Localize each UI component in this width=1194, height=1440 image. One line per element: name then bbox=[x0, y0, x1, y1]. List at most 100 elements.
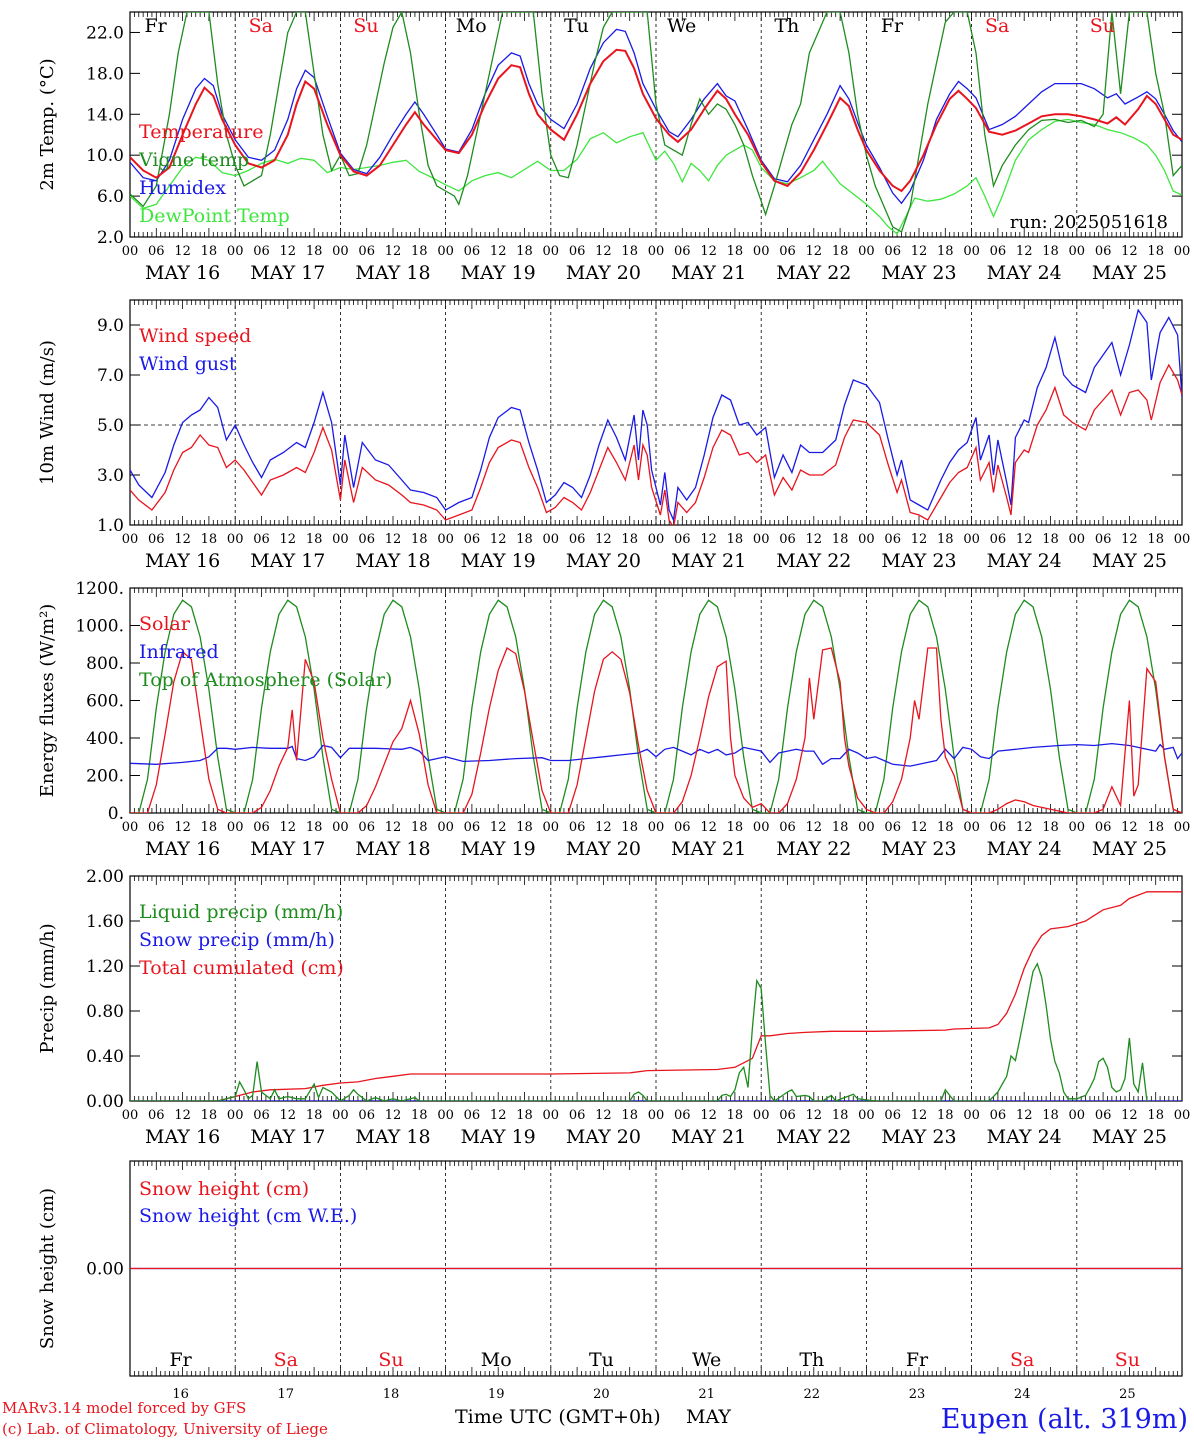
series-line-vigne-temp bbox=[130, 12, 1182, 233]
day-label: MAY 21 bbox=[671, 262, 746, 284]
legend-entry: Liquid precip (mm/h) bbox=[139, 901, 343, 923]
day-label: MAY 24 bbox=[987, 262, 1062, 284]
hour-label: 18 bbox=[201, 532, 218, 547]
hour-label: 12 bbox=[280, 532, 297, 547]
day-label: MAY 23 bbox=[881, 838, 956, 860]
day-number-label: 18 bbox=[383, 1387, 400, 1402]
hour-label: 12 bbox=[806, 532, 823, 547]
hour-label: 00 bbox=[753, 244, 770, 259]
legend-entry: Snow precip (mm/h) bbox=[139, 929, 335, 951]
series-line-temperature bbox=[130, 48, 1182, 193]
hour-label: 00 bbox=[1069, 532, 1086, 547]
hour-label: 18 bbox=[516, 820, 533, 835]
weekday-label: Fr bbox=[906, 1349, 929, 1371]
legend-entry: DewPoint Temp bbox=[139, 205, 290, 227]
y-tick-label: 3.0 bbox=[97, 466, 124, 486]
hour-label: 18 bbox=[201, 1108, 218, 1123]
day-label: MAY 25 bbox=[1092, 838, 1167, 860]
hour-label: 18 bbox=[937, 1108, 954, 1123]
hour-label: 18 bbox=[516, 532, 533, 547]
hour-label: 06 bbox=[569, 532, 586, 547]
hour-label: 18 bbox=[1042, 1108, 1059, 1123]
day-label: MAY 22 bbox=[776, 550, 851, 572]
day-label: MAY 17 bbox=[250, 262, 325, 284]
hour-label: 06 bbox=[990, 244, 1007, 259]
y-tick-label: 7.0 bbox=[97, 366, 124, 386]
day-label: MAY 19 bbox=[461, 262, 536, 284]
day-label: MAY 24 bbox=[987, 550, 1062, 572]
hour-label: 00 bbox=[543, 532, 560, 547]
series-group bbox=[130, 12, 1182, 235]
hour-label: 12 bbox=[1121, 532, 1138, 547]
hour-label: 12 bbox=[280, 1108, 297, 1123]
day-label: MAY 23 bbox=[881, 262, 956, 284]
hour-label: 06 bbox=[253, 532, 270, 547]
hour-label: 00 bbox=[332, 1108, 349, 1123]
day-label: MAY 23 bbox=[881, 1126, 956, 1148]
day-label: MAY 22 bbox=[776, 1126, 851, 1148]
day-label: MAY 21 bbox=[671, 838, 746, 860]
legend-entry: Infrared bbox=[139, 641, 219, 663]
hour-label: 18 bbox=[1042, 244, 1059, 259]
hour-label: 06 bbox=[884, 244, 901, 259]
hour-label: 00 bbox=[122, 1108, 139, 1123]
hour-label: 12 bbox=[174, 1108, 191, 1123]
legend-entry: Temperature bbox=[139, 121, 263, 143]
weekday-label: Mo bbox=[456, 15, 487, 37]
weekday-label: Fr bbox=[144, 15, 167, 37]
hour-label: 18 bbox=[937, 820, 954, 835]
weekday-label: Fr bbox=[881, 15, 904, 37]
legend-entry: Wind gust bbox=[139, 353, 237, 375]
hour-label: 18 bbox=[621, 244, 638, 259]
hour-label: 00 bbox=[1069, 1108, 1086, 1123]
hour-label: 18 bbox=[621, 1108, 638, 1123]
legend-entry: Wind speed bbox=[139, 325, 251, 347]
day-label: MAY 19 bbox=[461, 550, 536, 572]
hour-label: 12 bbox=[490, 244, 507, 259]
legend-entry: Solar bbox=[139, 613, 191, 635]
y-tick-label: 1.60 bbox=[86, 912, 124, 932]
hour-label: 00 bbox=[437, 532, 454, 547]
y-tick-label: 1.0 bbox=[97, 516, 124, 536]
day-label: MAY 18 bbox=[355, 1126, 430, 1148]
hour-label: 18 bbox=[411, 532, 428, 547]
hour-label: 18 bbox=[1147, 532, 1164, 547]
hour-label: 18 bbox=[1042, 532, 1059, 547]
hour-label: 18 bbox=[1147, 820, 1164, 835]
hour-label: 18 bbox=[832, 532, 849, 547]
day-label: MAY 24 bbox=[987, 838, 1062, 860]
day-number-label: 17 bbox=[278, 1387, 295, 1402]
day-number-label: 22 bbox=[804, 1387, 821, 1402]
weekday-label: Su bbox=[1090, 15, 1115, 37]
y-axis-title: Energy fluxes (W/m²) bbox=[37, 604, 58, 798]
hour-label: 06 bbox=[990, 1108, 1007, 1123]
day-label: MAY 22 bbox=[776, 262, 851, 284]
y-tick-label: 200. bbox=[86, 767, 124, 787]
hour-label: 06 bbox=[464, 1108, 481, 1123]
weekday-label: Sa bbox=[1010, 1349, 1034, 1371]
day-label: MAY 16 bbox=[145, 550, 220, 572]
hour-label: 12 bbox=[1121, 820, 1138, 835]
hour-label: 00 bbox=[437, 244, 454, 259]
hour-label: 12 bbox=[700, 1108, 717, 1123]
hour-label: 18 bbox=[832, 820, 849, 835]
x-axis-month: MAY bbox=[686, 1406, 731, 1428]
hour-label: 06 bbox=[569, 820, 586, 835]
hour-label: 00 bbox=[332, 532, 349, 547]
hour-label: 12 bbox=[1121, 244, 1138, 259]
hour-label: 12 bbox=[700, 244, 717, 259]
hour-label: 00 bbox=[963, 1108, 980, 1123]
y-tick-label: 0. bbox=[108, 804, 124, 824]
weekday-label: We bbox=[667, 15, 696, 37]
series-group bbox=[130, 599, 1182, 813]
hour-label: 18 bbox=[1042, 820, 1059, 835]
hour-label: 06 bbox=[779, 820, 796, 835]
hour-label: 12 bbox=[911, 532, 928, 547]
series-line-liquid-precip-mm-h- bbox=[130, 962, 1148, 1101]
day-label: MAY 24 bbox=[987, 1126, 1062, 1148]
day-number-label: 23 bbox=[909, 1387, 926, 1402]
hour-label: 12 bbox=[700, 532, 717, 547]
hour-label: 06 bbox=[253, 244, 270, 259]
series-line-top-of-atmosphere-solar- bbox=[130, 599, 1182, 813]
